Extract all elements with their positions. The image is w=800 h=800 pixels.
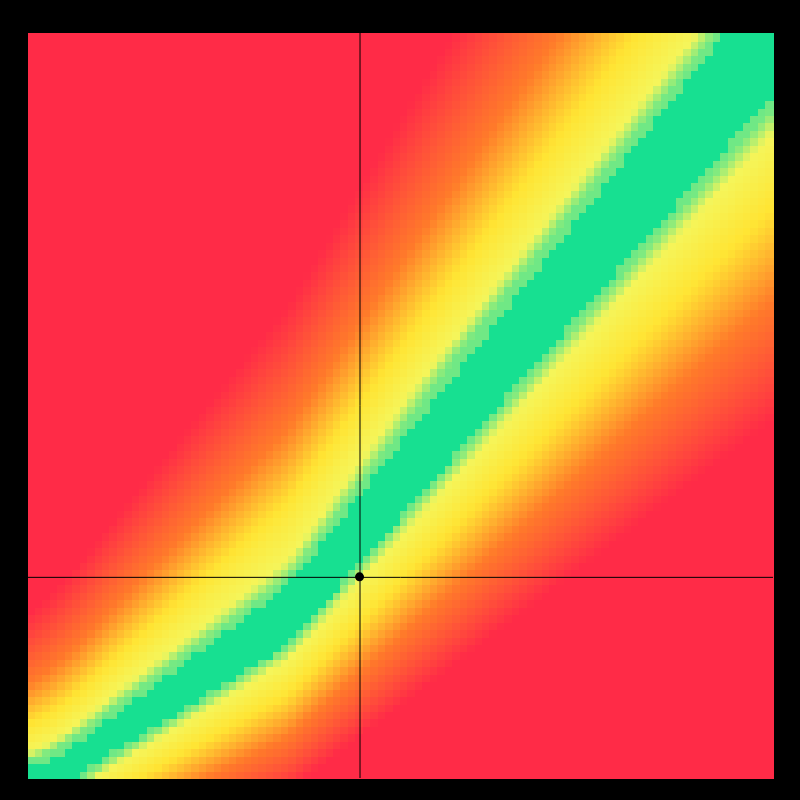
bottleneck-heatmap-canvas (0, 0, 800, 800)
chart-container: TheBottleneck.com (0, 0, 800, 800)
